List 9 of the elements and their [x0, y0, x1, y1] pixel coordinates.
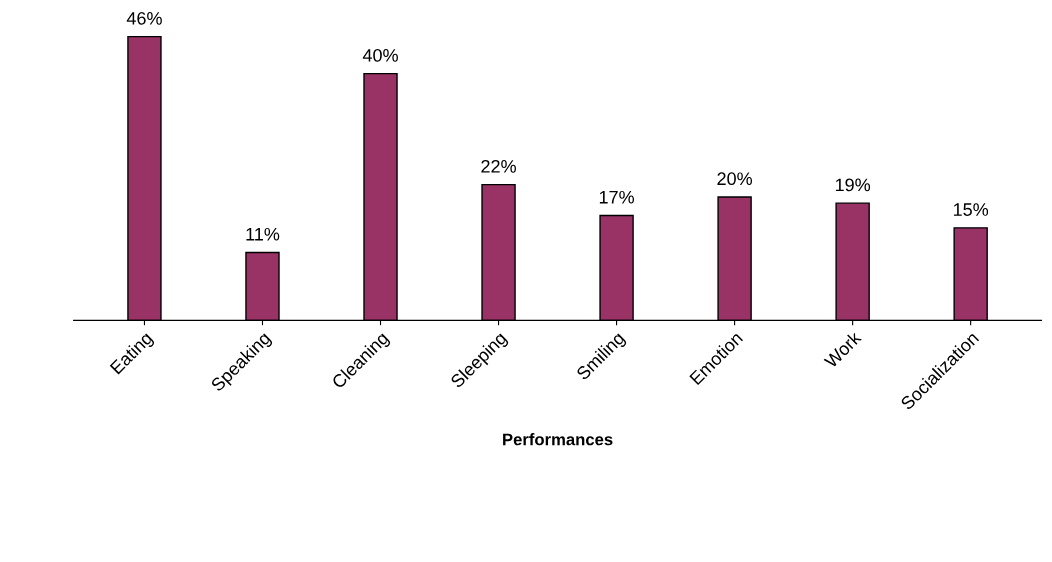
data-label: 19%: [835, 178, 871, 192]
x-axis-title: Performances: [503, 433, 613, 446]
data-label: 46%: [126, 11, 162, 25]
data-label: 22%: [481, 159, 516, 173]
data-label: 20%: [717, 172, 753, 186]
data-label: 17%: [599, 190, 634, 204]
data-label: 11%: [246, 227, 280, 241]
data-label: 40%: [362, 48, 398, 62]
data-label: 15%: [953, 203, 989, 216]
